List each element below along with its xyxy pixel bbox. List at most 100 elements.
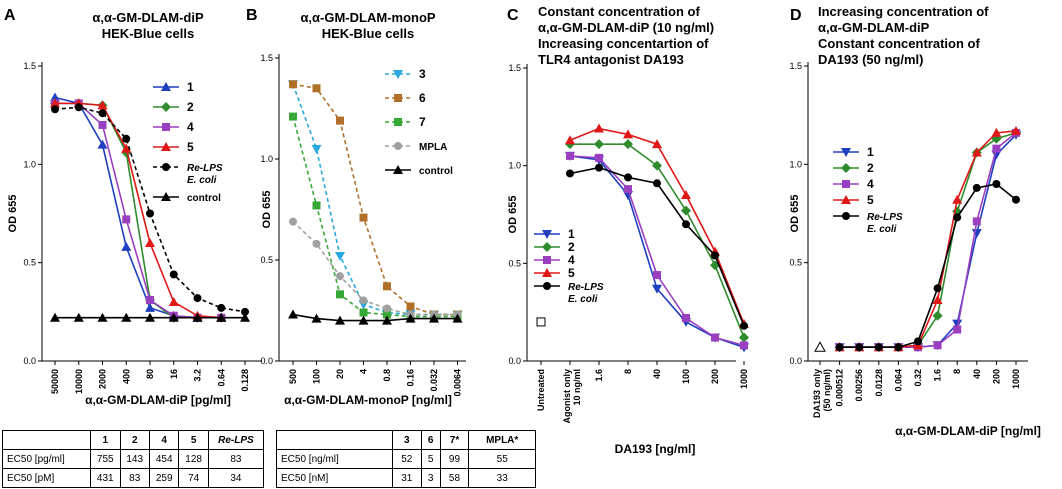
- x-tick-label-c: 1.6: [594, 369, 604, 382]
- data-point-a-3: [121, 143, 132, 153]
- series-d-2: [835, 128, 1020, 352]
- table-cell: 52: [391, 449, 422, 469]
- y-tick-label-b: 1.5: [260, 53, 273, 63]
- panel-title-line-d: DA193 (50 ng/ml): [818, 52, 923, 67]
- data-point-a-4: [51, 105, 59, 114]
- data-point-d-3: [1011, 125, 1021, 135]
- table-cell: 55: [468, 449, 536, 469]
- data-point-d-4: [914, 337, 922, 346]
- y-axis-label-b: OD 655: [261, 191, 273, 229]
- series-b-0: [288, 80, 463, 320]
- y-tick-label-d: 1.0: [789, 159, 802, 169]
- data-point-b-3: [289, 217, 297, 226]
- data-point-c-1: [681, 205, 691, 216]
- data-point-b-1: [289, 80, 297, 89]
- data-point-c-4: [566, 169, 574, 178]
- series-line-a-0: [54, 96, 222, 319]
- data-point-c-2: [740, 341, 748, 350]
- table-row: EC50 [pg/ml] 755 143 454 128 83: [1, 449, 265, 469]
- data-point-b-3: [312, 239, 321, 248]
- data-point-a-2: [122, 215, 131, 224]
- series-line-b-3: [292, 221, 458, 316]
- data-point-b-2: [289, 112, 297, 121]
- data-point-c-2: [624, 185, 632, 194]
- y-tick-label-a: 0.0: [23, 356, 36, 366]
- table-header-row: 3 6 7* MPLA*: [276, 430, 536, 450]
- series-a-2: [51, 99, 226, 322]
- data-point-b-1: [312, 84, 321, 93]
- x-tick-label-b: 0.032: [429, 369, 439, 392]
- data-point-c-2: [682, 314, 690, 323]
- data-point-d-0: [991, 150, 1002, 160]
- x-tick-label-d: 0.0128: [874, 369, 884, 397]
- legend-marker-b: [394, 118, 402, 126]
- data-point-c-4: [682, 220, 690, 229]
- legend-marker-d: [841, 163, 851, 173]
- data-point-c-4: [740, 321, 748, 330]
- data-point-a-5: [73, 312, 84, 322]
- legend-label-b: control: [419, 166, 453, 177]
- y-tick-label-a: 1.5: [23, 61, 36, 71]
- data-point-a-4: [146, 209, 154, 218]
- data-point-c-2: [711, 333, 719, 342]
- y-axis-label-d: OD 655: [789, 195, 801, 233]
- x-tick-label-d: 0.064: [893, 369, 903, 392]
- data-point-c-3: [565, 135, 575, 145]
- x-tick-label-d: 8: [952, 369, 962, 374]
- data-point-d-3: [952, 194, 963, 204]
- data-point-a-5: [50, 312, 60, 322]
- legend-marker-c: [542, 230, 552, 239]
- x-tick-label-a: 16: [169, 369, 179, 379]
- series-b-4: [288, 309, 463, 325]
- data-point-c-4: [624, 173, 632, 182]
- ec50-table-left: 1 2 4 5 Re-LPS EC50 [pg/ml] 755 143 454 128 83 EC50…: [1, 430, 265, 488]
- legend-label-d: E. coli: [867, 224, 897, 235]
- y-tick-label-a: 1.0: [23, 159, 36, 169]
- panel-c: C Constant concentration ofα,α-GM-DLAM-di…: [507, 4, 749, 456]
- x-tick-label-b: 4: [359, 369, 369, 374]
- legend-label-c: 1: [568, 227, 575, 241]
- table-header-cell: 4: [148, 430, 180, 450]
- panel-title-line-d: Constant concentration of: [818, 36, 980, 51]
- x-tick-label-d: 0.000512: [835, 369, 845, 407]
- legend-marker-a: [161, 142, 171, 151]
- da193-only-point: [814, 341, 826, 352]
- data-point-d-1: [932, 310, 943, 321]
- table-header-cell: 5: [178, 430, 209, 450]
- data-point-a-4: [193, 294, 202, 303]
- series-line-d-4: [839, 183, 1017, 349]
- data-point-b-1: [336, 116, 344, 125]
- series-a-1: [50, 98, 227, 323]
- data-point-b-4: [358, 315, 369, 325]
- y-tick-label-c: 0.0: [508, 356, 521, 366]
- data-point-a-4: [74, 103, 83, 112]
- table-header-row: 1 2 4 5 Re-LPS: [1, 430, 265, 450]
- y-tick-label-c: 1.5: [508, 63, 521, 73]
- x-tick-label-b: 0.8: [382, 369, 392, 382]
- series-line-a-2: [55, 102, 222, 319]
- legend-label-b: 7: [419, 115, 426, 129]
- data-point-b-4: [335, 315, 345, 325]
- legend-label-c: 2: [568, 240, 575, 254]
- legend-label-a: Re-LPS: [187, 163, 223, 174]
- data-point-a-5: [216, 312, 227, 322]
- data-point-b-2: [383, 310, 391, 319]
- data-point-c-1: [739, 332, 749, 343]
- x-tick-label-c: 10 ng/ml: [572, 369, 582, 406]
- legend-label-a: 1: [187, 80, 194, 94]
- table-header-cell: 1: [90, 430, 121, 450]
- y-axis-label-a: OD 655: [7, 195, 19, 233]
- series-d-4: [835, 180, 1020, 352]
- x-tick-label-c: Agonist only: [562, 369, 572, 424]
- ec50-table-right: 3 6 7* MPLA* EC50 [ng/ml] 52 5 99 55 EC50 [nM] 31 3…: [276, 430, 536, 488]
- data-point-a-5: [145, 312, 155, 322]
- x-tick-label-c: Untreated: [536, 369, 546, 411]
- table-cell: 5: [420, 449, 441, 469]
- y-tick-label-d: 0.0: [789, 356, 802, 366]
- x-tick-label-d: 0.00256: [854, 369, 864, 402]
- x-tick-label-c: 1000: [739, 369, 749, 389]
- data-point-d-4: [894, 343, 903, 352]
